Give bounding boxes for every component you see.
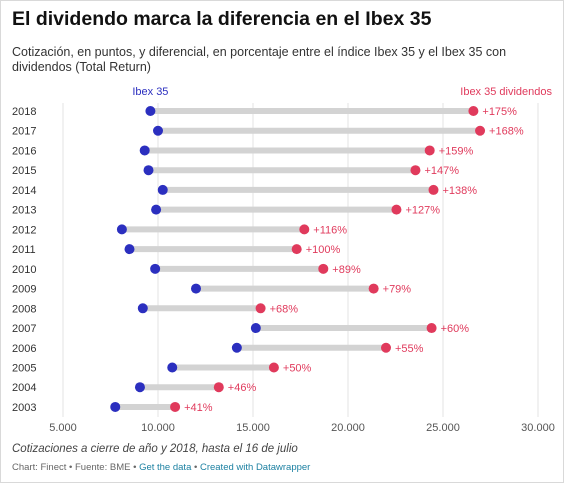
differential-label: +89% xyxy=(332,264,361,276)
x-tick-label: 30.000 xyxy=(521,422,555,434)
ibex-dot xyxy=(110,401,121,412)
ibex-dot xyxy=(250,323,261,334)
ibex-dot xyxy=(151,204,162,215)
ibex-dot xyxy=(150,263,161,274)
y-category-label: 2011 xyxy=(12,244,36,256)
dividendos-dot xyxy=(170,401,181,412)
series-label-ibex: Ibex 35 xyxy=(132,86,168,98)
dividendos-dot xyxy=(255,303,266,314)
chart-title: El dividendo marca la diferencia en el I… xyxy=(12,8,432,30)
dividendos-dot xyxy=(299,224,310,235)
dividendos-dot xyxy=(318,263,329,274)
dividendos-dot xyxy=(426,323,437,334)
y-category-label: 2010 xyxy=(12,264,36,276)
y-category-label: 2016 xyxy=(12,145,36,157)
x-tick-label: 20.000 xyxy=(331,422,365,434)
chart-subtitle: Cotización, en puntos, y diferencial, en… xyxy=(12,45,507,74)
y-category-label: 2008 xyxy=(12,303,36,315)
y-category-label: 2013 xyxy=(12,205,36,217)
dividendos-dot xyxy=(475,125,486,136)
datawrapper-link[interactable]: Created with Datawrapper xyxy=(199,462,311,473)
byline-separator: • xyxy=(194,462,198,473)
dividendos-dot xyxy=(268,362,279,373)
y-category-label: 2014 xyxy=(12,185,36,197)
differential-label: +60% xyxy=(441,323,470,335)
ibex-dot xyxy=(157,184,168,195)
chart-credit: Chart: Finect xyxy=(12,462,67,473)
differential-label: +159% xyxy=(439,145,474,157)
dividendos-dot xyxy=(468,106,479,116)
x-tick-label: 15.000 xyxy=(236,422,270,434)
x-tick-label: 5.000 xyxy=(49,422,77,434)
differential-label: +138% xyxy=(443,185,478,197)
differential-label: +55% xyxy=(395,343,424,355)
series-label-dividendos: Ibex 35 dividendos xyxy=(460,86,552,98)
differential-label: +127% xyxy=(405,205,440,217)
byline-separator: • xyxy=(69,462,73,473)
ibex-dot xyxy=(153,125,163,136)
ibex-dot xyxy=(134,382,145,393)
x-tick-label: 10.000 xyxy=(141,422,175,434)
dividendos-dot xyxy=(428,184,439,195)
ibex-dot xyxy=(231,342,242,353)
differential-label: +175% xyxy=(482,106,517,118)
differential-label: +100% xyxy=(306,244,341,256)
chart-notes: Cotizaciones a cierre de año y 2018, has… xyxy=(12,443,298,455)
y-category-label: 2007 xyxy=(12,323,36,335)
dividendos-dot xyxy=(291,244,302,255)
differential-label: +168% xyxy=(489,126,524,138)
ibex-dot xyxy=(139,145,150,156)
differential-label: +41% xyxy=(184,402,213,414)
y-category-label: 2018 xyxy=(12,106,36,118)
y-category-label: 2012 xyxy=(12,224,36,236)
ibex-dot xyxy=(167,362,178,373)
differential-label: +116% xyxy=(313,224,347,236)
ibex-dot xyxy=(191,283,201,294)
differential-label: +147% xyxy=(424,165,459,177)
y-category-label: 2015 xyxy=(12,165,36,177)
dot-chart: 5.000 10.000 15.000 20.000 25.000 30.000 Ibex … xyxy=(12,86,555,434)
y-category-label: 2004 xyxy=(12,382,36,394)
ibex-dot xyxy=(145,106,156,116)
y-category-label: 2003 xyxy=(12,402,36,414)
differential-label: +50% xyxy=(283,362,312,374)
dividendos-dot xyxy=(381,342,391,353)
y-category-label: 2009 xyxy=(12,284,36,296)
dividendos-dot xyxy=(213,382,224,393)
y-category-label: 2006 xyxy=(12,343,36,355)
ibex-dot xyxy=(124,244,135,255)
dividendos-dot xyxy=(424,145,435,156)
chart-source: Fuente: BME xyxy=(75,462,131,473)
x-tick-label: 25.000 xyxy=(426,422,460,434)
byline-separator: • xyxy=(133,462,137,473)
ibex-dot xyxy=(137,303,148,314)
ibex-dot xyxy=(116,224,127,235)
dividendos-dot xyxy=(410,165,421,176)
get-data-link[interactable]: Get the data xyxy=(139,462,192,473)
differential-label: +46% xyxy=(228,382,257,394)
dividendos-dot xyxy=(391,204,402,215)
chart-byline: Chart: Finect • Fuente: BME • Get the da… xyxy=(12,462,310,473)
differential-label: +79% xyxy=(383,284,412,296)
y-category-label: 2017 xyxy=(12,126,36,138)
dividendos-dot xyxy=(368,283,379,294)
ibex-dot xyxy=(143,165,154,176)
y-category-label: 2005 xyxy=(12,362,36,374)
differential-label: +68% xyxy=(270,303,299,315)
